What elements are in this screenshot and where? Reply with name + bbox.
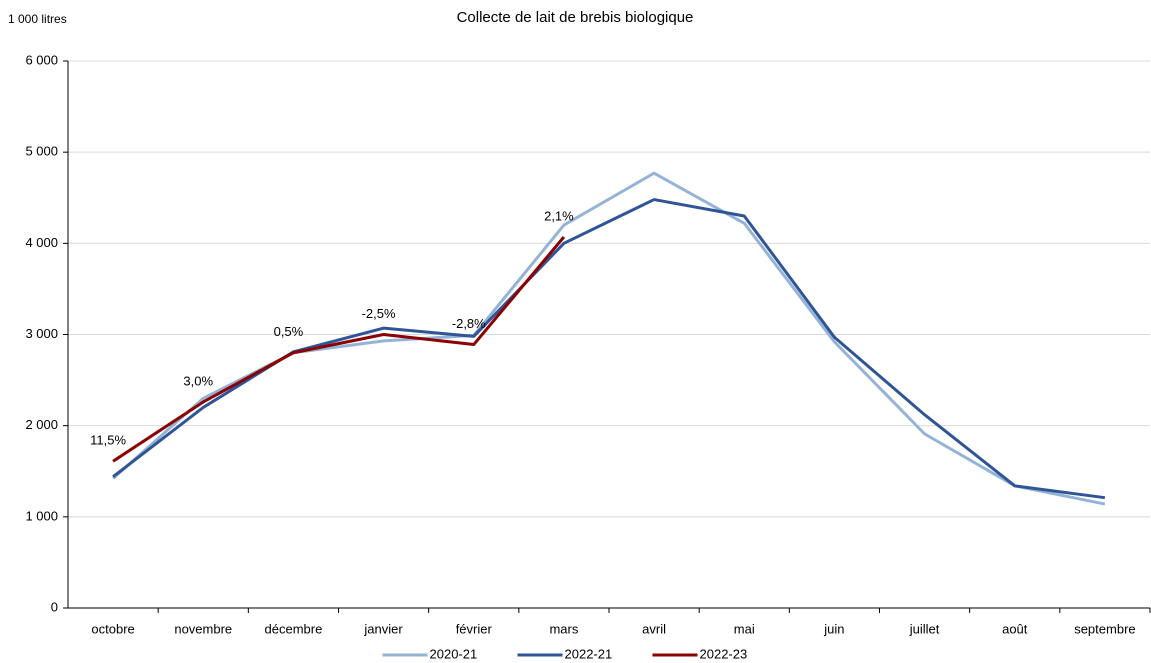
x-tick-label: mai [734, 621, 755, 636]
x-tick-label: mars [549, 621, 578, 636]
y-tick-label: 1 000 [25, 508, 58, 523]
legend-label: 2022-23 [700, 646, 748, 661]
annotation: -2,8% [452, 316, 486, 331]
x-tick-label: janvier [363, 621, 403, 636]
x-tick-label: juin [823, 621, 844, 636]
y-tick-label: 3 000 [25, 326, 58, 341]
x-tick-label: juillet [909, 621, 940, 636]
x-tick-label: février [456, 621, 493, 636]
chart-title: Collecte de lait de brebis biologique [457, 9, 694, 26]
y-tick-label: 5 000 [25, 144, 58, 159]
x-tick-label: août [1002, 621, 1028, 636]
y-tick-label: 2 000 [25, 417, 58, 432]
series-line [112, 235, 566, 463]
y-axis-label: 1 000 litres [8, 12, 67, 26]
x-tick-label: avril [642, 621, 666, 636]
legend-label: 2022-21 [565, 646, 613, 661]
annotation: 2,1% [544, 208, 574, 223]
legend-label: 2020-21 [430, 646, 478, 661]
annotation: 3,0% [183, 373, 213, 388]
annotation: -2,5% [362, 306, 396, 321]
y-tick-label: 6 000 [25, 52, 58, 67]
x-tick-label: octobre [91, 621, 134, 636]
x-tick-label: décembre [265, 621, 323, 636]
annotation: 0,5% [274, 324, 304, 339]
x-tick-label: septembre [1074, 621, 1135, 636]
x-tick-label: novembre [174, 621, 232, 636]
y-tick-label: 4 000 [25, 235, 58, 250]
y-tick-label: 0 [51, 599, 58, 614]
annotation: 11,5% [90, 433, 126, 448]
